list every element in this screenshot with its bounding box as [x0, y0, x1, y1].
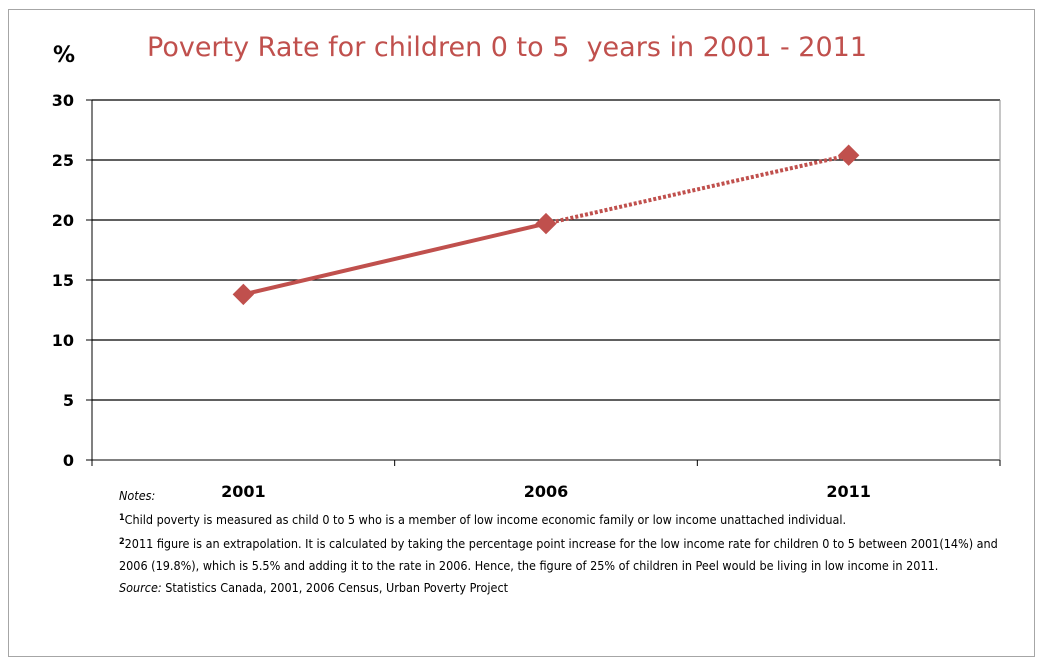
y-tick-label: 15 [52, 271, 74, 290]
note-1-marker: 1 [119, 513, 125, 523]
x-tick-label: 2006 [524, 482, 569, 501]
notes-heading: Notes: [119, 488, 156, 503]
source-line: Source: Statistics Canada, 2001, 2006 Ce… [119, 577, 999, 599]
x-tick-label: 2001 [221, 482, 266, 501]
y-axis-unit-label: % [53, 43, 76, 68]
source-text: Statistics Canada, 2001, 2006 Census, Ur… [161, 580, 509, 595]
note-2-text: 2011 figure is an extrapolation. It is c… [119, 536, 998, 573]
note-1: 1Child poverty is measured as child 0 to… [119, 507, 999, 531]
data-point-marker [535, 212, 557, 235]
source-label: Source: [119, 580, 162, 595]
note-1-text: Child poverty is measured as child 0 to … [124, 512, 847, 527]
y-tick-label: 30 [52, 91, 74, 110]
notes-section: Notes: 1Child poverty is measured as chi… [119, 485, 999, 599]
y-tick-label: 5 [63, 391, 74, 410]
y-tick-label: 20 [52, 211, 74, 230]
chart-frame [8, 9, 1035, 657]
data-point-marker [837, 144, 860, 166]
note-2-marker: 2 [119, 537, 125, 547]
note-2: 22011 figure is an extrapolation. It is … [119, 531, 999, 577]
y-tick-label: 10 [52, 331, 74, 350]
series-line-segment [241, 221, 548, 297]
series-line-segment-dashed [545, 153, 850, 226]
x-tick-label: 2011 [826, 482, 871, 501]
chart-title: Poverty Rate for children 0 to 5 years i… [147, 32, 867, 63]
data-point-marker [232, 283, 255, 306]
y-tick-label: 25 [52, 151, 74, 170]
y-tick-label: 0 [63, 451, 74, 470]
